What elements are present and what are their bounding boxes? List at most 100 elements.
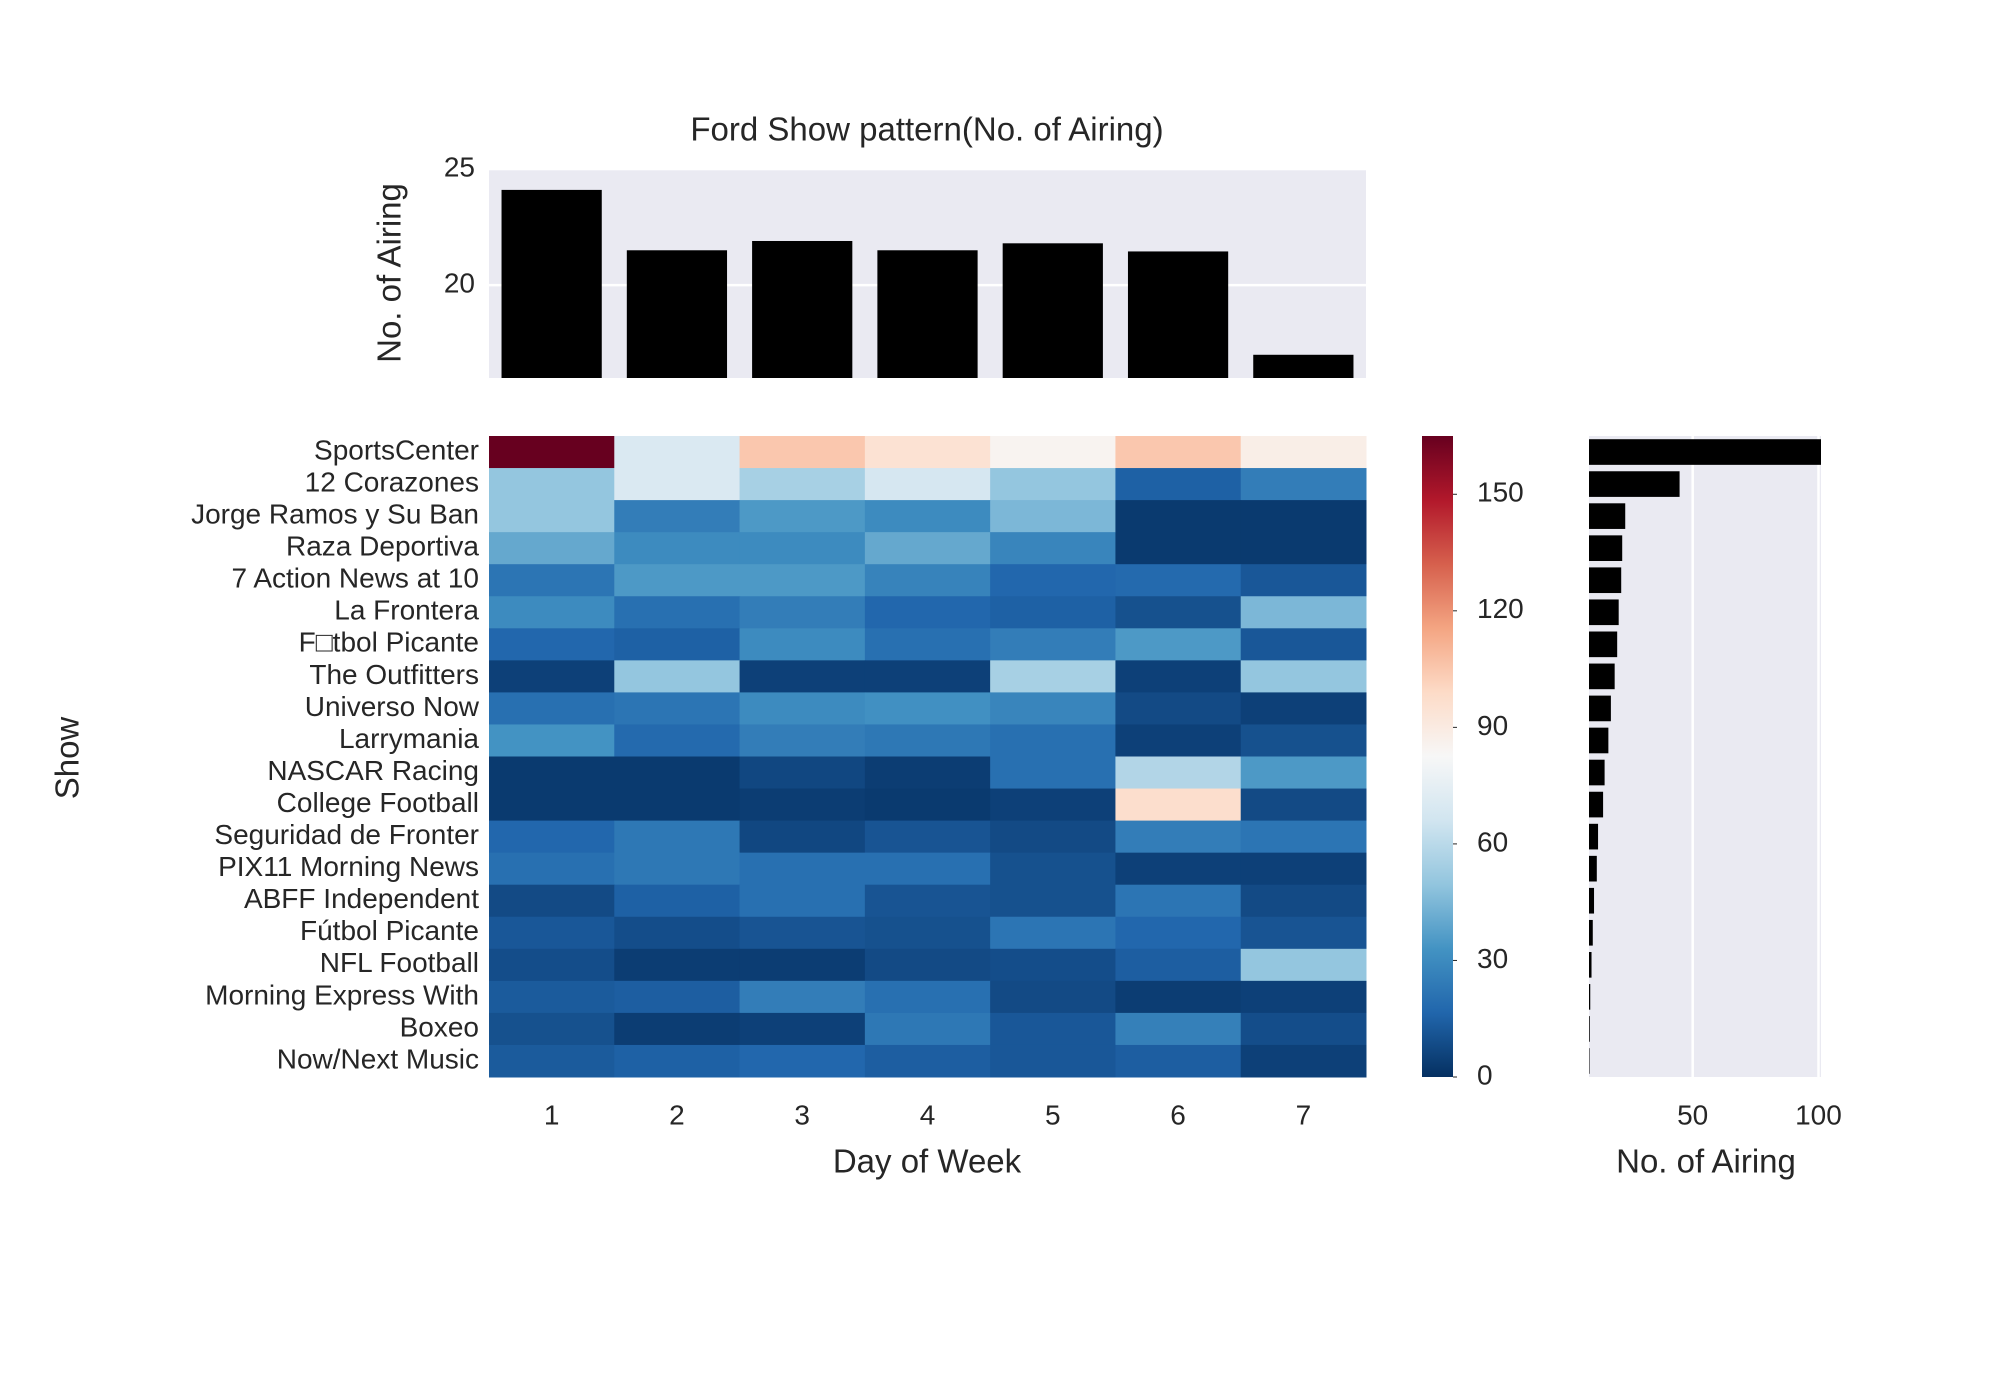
bar <box>1589 567 1622 594</box>
y-tick-label: Fútbol Picante <box>300 915 479 946</box>
bar <box>1589 791 1604 818</box>
heatmap-cell <box>864 596 991 629</box>
heatmap-cell <box>864 1012 991 1046</box>
y-tick-label: Jorge Ramos y Su Ban <box>191 499 479 530</box>
heatmap-cell <box>990 852 1116 886</box>
bar <box>1589 695 1611 722</box>
bar <box>1589 823 1599 850</box>
heatmap-cell <box>864 628 991 661</box>
heatmap-cell <box>864 468 991 501</box>
y-tick-label: The Outfitters <box>309 659 479 690</box>
heatmap-cell <box>739 724 866 757</box>
bar <box>1589 1016 1590 1042</box>
heatmap-cell <box>990 596 1116 629</box>
heatmap-cell <box>1240 948 1367 982</box>
heatmap-cell <box>614 692 741 725</box>
heatmap-cell <box>864 852 991 886</box>
heatmap-cell <box>1115 1044 1242 1078</box>
heatmap-cell <box>990 788 1116 822</box>
heatmap-cell <box>990 980 1116 1014</box>
heatmap-cell <box>1115 884 1242 918</box>
heatmap-cell <box>614 884 741 918</box>
bar <box>626 250 728 378</box>
heatmap-cell <box>990 724 1116 757</box>
heatmap-cell <box>489 660 615 693</box>
chart-title: Ford Show pattern(No. of Airing) <box>690 111 1163 148</box>
x-tick-label: 50 <box>1677 1099 1708 1130</box>
y-axis-label: No. of Airing <box>371 183 408 363</box>
heatmap-cell <box>614 1012 741 1046</box>
heatmap-cell <box>864 692 991 725</box>
bar <box>752 240 853 378</box>
bar <box>1589 919 1593 946</box>
x-tick-label: 7 <box>1296 1099 1312 1130</box>
heatmap-cell <box>489 884 615 918</box>
heatmap-cell <box>614 916 741 950</box>
heatmap-cell <box>739 436 866 469</box>
y-tick-label: ABFF Independent <box>244 883 479 914</box>
bar <box>1589 631 1618 658</box>
y-tick-label: SportsCenter <box>314 434 479 465</box>
colorbar-tick-label: 120 <box>1477 593 1524 624</box>
y-tick-label: College Football <box>277 787 479 818</box>
x-axis-label: No. of Airing <box>1616 1143 1796 1180</box>
x-tick-label: 5 <box>1045 1099 1061 1130</box>
heatmap-cell <box>489 692 615 725</box>
bar <box>1589 439 1821 465</box>
heatmap-cell <box>489 948 615 982</box>
heatmap-cell <box>489 980 615 1014</box>
heatmap-cell <box>614 948 741 982</box>
y-tick-label: 20 <box>444 268 475 299</box>
bar <box>1589 984 1591 1010</box>
heatmap-cell <box>1240 500 1367 533</box>
bar <box>1589 727 1609 754</box>
heatmap-cell <box>1115 596 1242 629</box>
heatmap-cell <box>739 820 866 854</box>
heatmap-cell <box>489 788 615 822</box>
heatmap-cell <box>1240 980 1367 1014</box>
heatmap-cell <box>614 980 741 1014</box>
x-tick-label: 100 <box>1795 1099 1842 1130</box>
y-tick-label: Larrymania <box>339 723 479 754</box>
y-tick-label: Now/Next Music <box>277 1043 479 1074</box>
heatmap-cell <box>990 564 1116 597</box>
bar <box>1253 354 1354 378</box>
heatmap-cell <box>1240 884 1367 918</box>
heatmap-cell <box>864 916 991 950</box>
bar <box>1589 471 1680 497</box>
x-tick-label: 4 <box>920 1099 936 1130</box>
heatmap-cell <box>489 468 615 501</box>
heatmap-cell <box>864 948 991 982</box>
heatmap-cell <box>1115 692 1242 725</box>
heatmap-cell <box>1115 788 1242 822</box>
heatmap-cell <box>1240 468 1367 501</box>
heatmap-cell <box>1240 852 1367 886</box>
heatmap-cell <box>489 820 615 854</box>
heatmap-cell <box>614 436 741 469</box>
heatmap-cell <box>489 436 615 469</box>
heatmap-cell <box>614 500 741 533</box>
heatmap-cell <box>1240 660 1367 693</box>
colorbar-tick-label: 30 <box>1477 943 1508 974</box>
heatmap-cell <box>1115 628 1242 661</box>
heatmap-cell <box>614 724 741 757</box>
y-axis-label: Show <box>49 717 86 800</box>
y-tick-label: Seguridad de Fronter <box>214 819 479 850</box>
heatmap-cell <box>1115 532 1242 565</box>
heatmap-cell <box>614 596 741 629</box>
heatmap-cell <box>864 820 991 854</box>
heatmap-cell <box>864 724 991 757</box>
colorbar-tick-label: 90 <box>1477 710 1508 741</box>
heatmap-cell <box>739 660 866 693</box>
y-tick-label: 7 Action News at 10 <box>232 563 479 594</box>
y-tick-label: Raza Deportiva <box>286 531 479 562</box>
heatmap-cell <box>864 1044 991 1078</box>
bar <box>877 250 978 378</box>
heatmap-cell <box>864 436 991 469</box>
y-tick-label: Universo Now <box>305 691 480 722</box>
heatmap-cell <box>739 1044 866 1078</box>
heatmap-cell <box>990 884 1116 918</box>
y-tick-label: 25 <box>444 151 475 182</box>
bar <box>1589 887 1595 914</box>
heatmap-cell <box>614 788 741 822</box>
